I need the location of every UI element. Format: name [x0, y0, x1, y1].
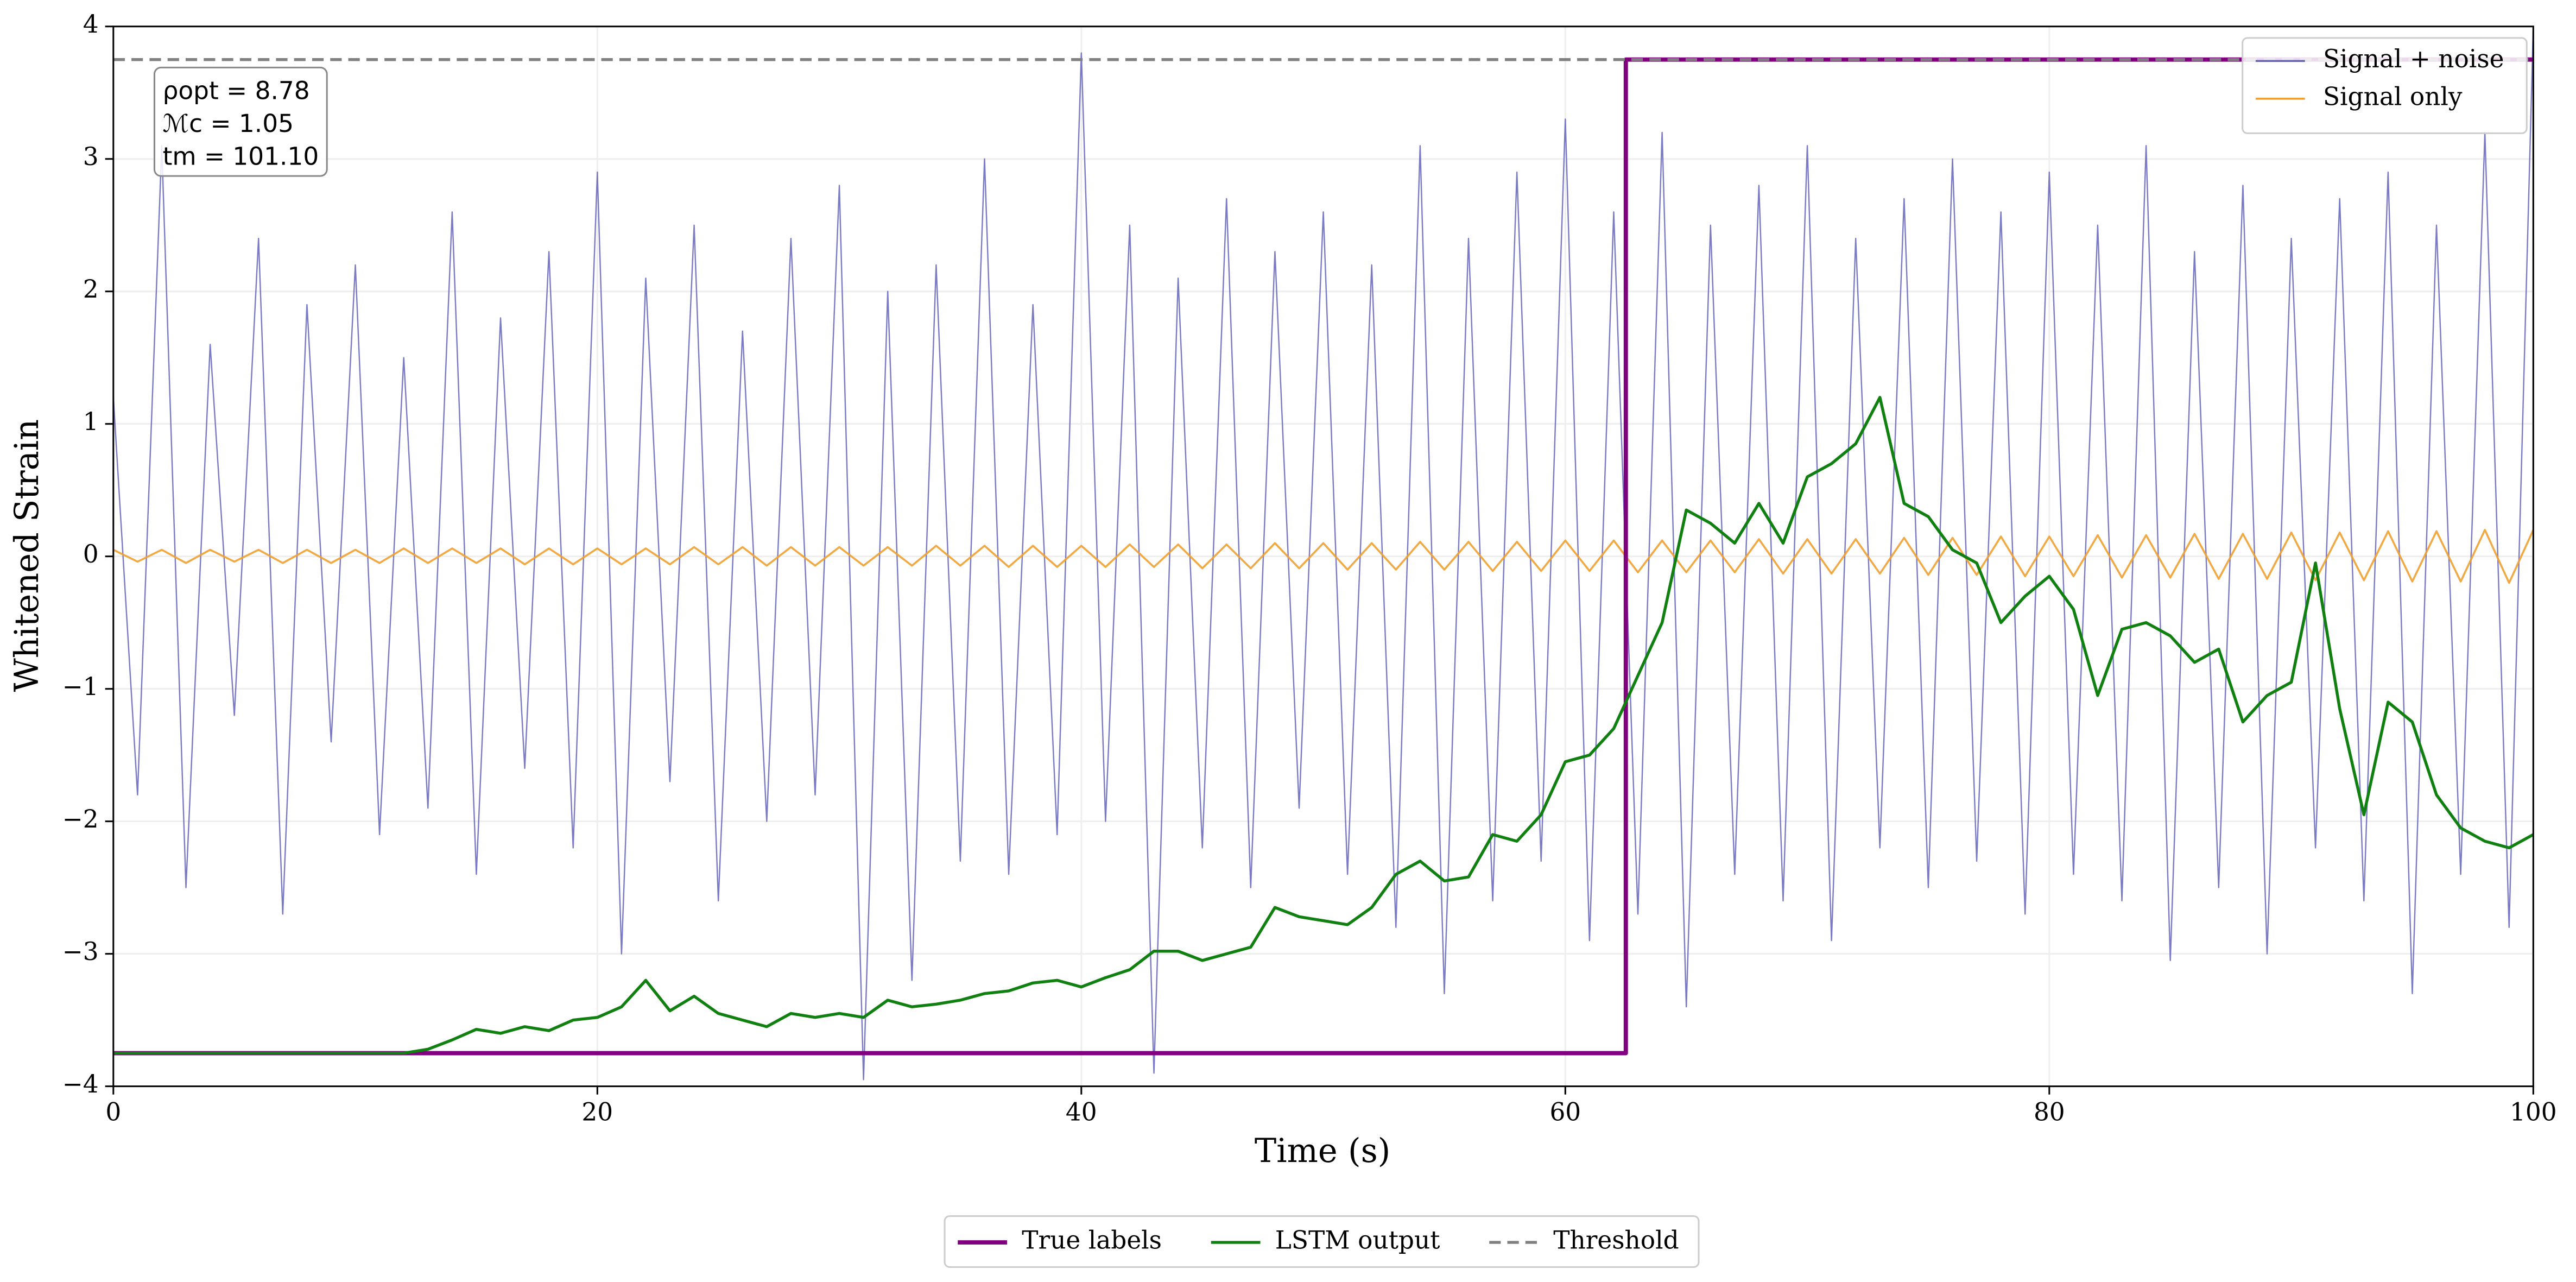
annotation: ρopt = 8.78 — [163, 76, 310, 105]
legend-label: LSTM output — [1275, 1226, 1440, 1255]
x-tick-label: 80 — [2034, 1098, 2065, 1127]
y-tick-label: −2 — [62, 805, 99, 833]
x-tick-label: 0 — [105, 1098, 121, 1127]
series-line — [112, 26, 2534, 1081]
y-tick-label: 4 — [83, 10, 99, 39]
legends: Signal + noise Signal only True labels LSTM… — [944, 37, 2528, 1268]
legend-box — [2242, 37, 2528, 134]
series-line — [113, 57, 2534, 1056]
x-tick-label: 40 — [1066, 1098, 1097, 1127]
y-tick-label: 0 — [83, 540, 99, 569]
y-tick-label: 2 — [83, 275, 99, 304]
legend-label: Threshold — [1553, 1226, 1679, 1255]
legend-bottom: True labels LSTM output Threshold — [944, 1215, 1700, 1268]
y-tick-label: −4 — [62, 1070, 99, 1098]
annotation: tm = 101.10 — [163, 142, 319, 170]
annotation: ℳc = 1.05 — [163, 109, 294, 138]
series-line — [113, 396, 2534, 1055]
plot-area — [112, 26, 2534, 1081]
y-axis-label: Whitened Strain — [8, 419, 46, 692]
y-tick-label: 3 — [83, 142, 99, 171]
y-tick-label: −1 — [62, 672, 99, 701]
annotations: ρopt = 8.78 ℳc = 1.05 tm = 101.10 — [163, 76, 319, 170]
legend-label: Signal only — [2323, 82, 2463, 111]
legend-label: True labels — [1022, 1226, 1162, 1255]
y-tick-label: −3 — [62, 937, 99, 966]
legend-box — [944, 1215, 1700, 1268]
series-line — [113, 529, 2534, 584]
x-tick-label: 100 — [2510, 1098, 2557, 1127]
x-tick-label: 60 — [1549, 1098, 1581, 1127]
x-axis-label: Time (s) — [1255, 1132, 1390, 1170]
annotation-box — [153, 66, 328, 177]
y-tick-label: 1 — [83, 407, 99, 436]
legend-label: Signal + noise — [2323, 45, 2504, 73]
x-tick-label: 20 — [581, 1098, 613, 1127]
